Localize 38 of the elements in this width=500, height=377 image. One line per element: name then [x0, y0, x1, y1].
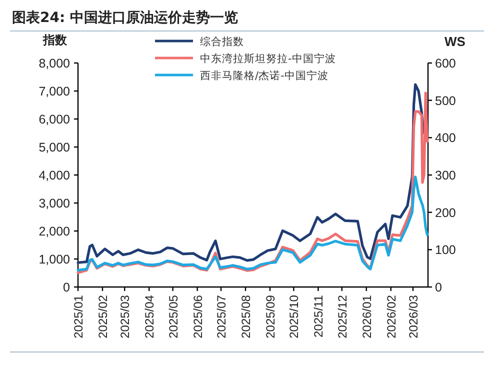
x-tick-label: 2025/07	[214, 294, 228, 338]
y-tick-label: 3,000	[38, 196, 70, 210]
y2-tick-label: 400	[435, 131, 456, 146]
x-tick-label: 2026/01	[360, 294, 374, 338]
y2-tick-label: 0	[435, 280, 442, 294]
x-tick-label: 2025/03	[118, 294, 132, 338]
x-tick-label: 2025/09	[263, 294, 278, 338]
y2-tick-label: 500	[435, 94, 456, 108]
y-tick-label: 7,000	[38, 84, 70, 98]
x-tick-label: 2025/12	[335, 294, 350, 338]
x-tick-label: 2025/11	[312, 294, 326, 338]
legend-label: 中东湾拉斯坦努拉-中国宁波	[200, 52, 336, 65]
y-tick-label: 2,000	[38, 224, 70, 238]
x-tick-label: 2025/10	[287, 294, 302, 338]
x-tick-label: 2025/04	[142, 294, 157, 338]
legend-label: 西非马隆格/杰诺-中国宁波	[200, 69, 328, 82]
y-tick-label: 6,000	[38, 112, 70, 126]
y2-tick-label: 300	[435, 168, 456, 182]
legend-label: 综合指数	[200, 35, 244, 48]
y2-tick-label: 100	[435, 243, 456, 258]
y2-axis-title: WS	[444, 34, 466, 49]
y-tick-label: 4,000	[38, 168, 70, 182]
y-axis-title: 指数	[42, 33, 68, 47]
y2-tick-label: 200	[435, 206, 456, 220]
y-tick-label: 1,000	[38, 252, 70, 266]
x-tick-label: 2026/03	[406, 294, 420, 338]
y-tick-label: 0	[63, 280, 70, 294]
x-tick-label: 2025/05	[166, 294, 180, 338]
y-tick-label: 5,000	[38, 140, 70, 154]
x-tick-label: 2025/02	[96, 294, 110, 338]
x-tick-label: 2025/06	[190, 294, 205, 338]
y2-tick-label: 600	[435, 56, 456, 70]
x-tick-label: 2025/08	[238, 294, 253, 338]
x-tick-label: 2025/01	[72, 294, 86, 338]
y-tick-label: 8,000	[38, 56, 70, 70]
line-series	[76, 176, 429, 272]
x-tick-label: 2026/02	[384, 294, 398, 338]
title: 图表24: 中国进口原油运价走势一览	[12, 10, 238, 26]
